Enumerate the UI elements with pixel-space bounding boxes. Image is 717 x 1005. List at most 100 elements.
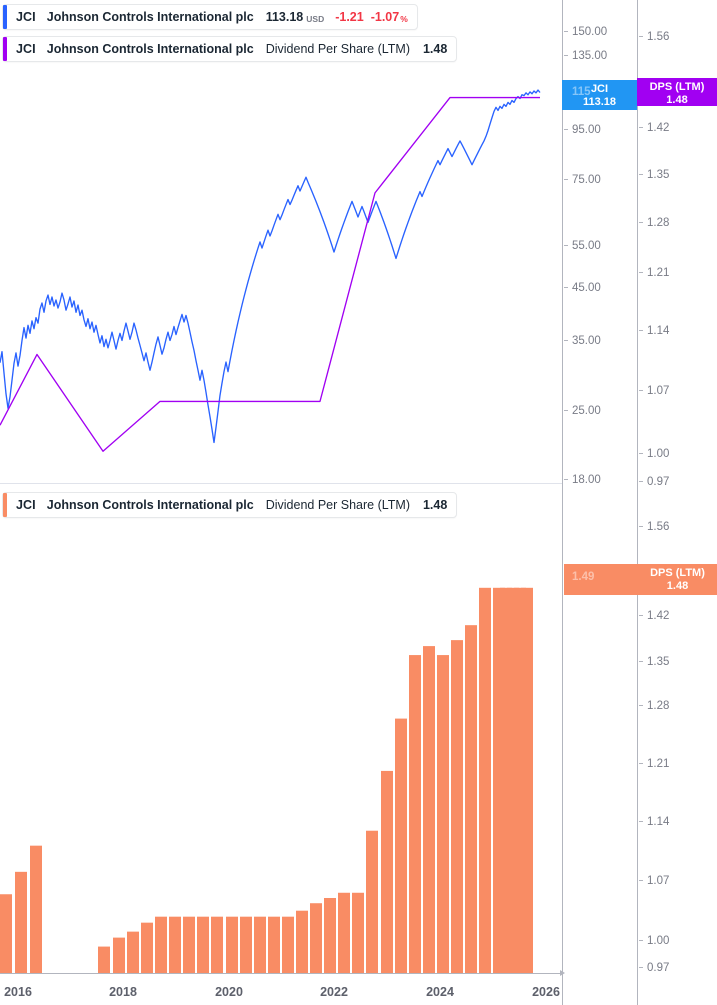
dps-bar[interactable] bbox=[296, 910, 308, 973]
dps-bar[interactable] bbox=[15, 871, 27, 973]
tick-dash bbox=[564, 340, 568, 341]
time-tick-label: 2020 bbox=[215, 985, 243, 999]
price-badge-ghost: 115 bbox=[572, 86, 591, 98]
dps-bar[interactable] bbox=[282, 916, 294, 973]
legend-price-last: 113.18 bbox=[265, 10, 304, 24]
dps-bar[interactable] bbox=[254, 916, 266, 973]
tick-dash bbox=[639, 174, 643, 175]
dps-bar[interactable] bbox=[338, 892, 350, 973]
tick-dash bbox=[564, 287, 568, 288]
tick-dash bbox=[639, 36, 643, 37]
dps-lower-badge-ghost: 1.49 bbox=[572, 571, 595, 583]
dps-bar[interactable] bbox=[0, 894, 12, 973]
dps-bar[interactable] bbox=[352, 892, 364, 973]
legend-dps-value: 1.48 bbox=[422, 498, 448, 512]
dps-bar[interactable] bbox=[268, 916, 280, 973]
dps-bar[interactable] bbox=[141, 922, 153, 973]
dps-bar[interactable] bbox=[381, 770, 393, 973]
dps-bar[interactable] bbox=[155, 916, 167, 973]
price-scale-axis-line bbox=[562, 0, 563, 1005]
dps-upper-badge-value: 1.48 bbox=[666, 94, 688, 107]
dps-bar[interactable] bbox=[409, 655, 421, 973]
dps-tick: 1.21 bbox=[639, 758, 669, 771]
dps-bar[interactable] bbox=[324, 897, 336, 973]
time-tick-label: 2022 bbox=[320, 985, 348, 999]
price-tick: 75.00 bbox=[564, 174, 601, 187]
dps-tick: 1.35 bbox=[639, 656, 669, 669]
dps-lower-badge-label: DPS (LTM) bbox=[650, 567, 705, 579]
legend-dividend-lower[interactable]: JCI Johnson Controls International plc D… bbox=[2, 492, 458, 518]
dps-bar[interactable] bbox=[366, 830, 378, 973]
dps-tick: 1.14 bbox=[639, 816, 669, 829]
dps-tick: 1.00 bbox=[639, 448, 669, 461]
dps-bar[interactable] bbox=[98, 946, 110, 973]
dps-tick: 1.56 bbox=[639, 521, 669, 534]
tick-dash bbox=[639, 526, 643, 527]
legend-price-series[interactable]: JCI Johnson Controls International plc 1… bbox=[2, 4, 418, 30]
dps-tick: 1.28 bbox=[639, 217, 669, 230]
price-tick: 18.00 bbox=[564, 474, 601, 487]
price-tick: 135.00 bbox=[564, 50, 607, 63]
dps-tick: 1.07 bbox=[639, 875, 669, 888]
time-axis[interactable]: 2016 2018 2020 2022 2024 2026 bbox=[0, 970, 565, 1005]
dps-bar[interactable] bbox=[521, 587, 533, 973]
tick-dash bbox=[639, 940, 643, 941]
legend-dividend-upper[interactable]: JCI Johnson Controls International plc D… bbox=[2, 36, 458, 62]
dps-bar[interactable] bbox=[226, 916, 238, 973]
tick-dash bbox=[564, 129, 568, 130]
time-axis-line bbox=[0, 973, 562, 974]
dps-bar-pane[interactable] bbox=[0, 484, 562, 973]
dps-bar[interactable] bbox=[310, 903, 322, 973]
dps-color-swatch bbox=[3, 493, 7, 517]
dps-tick: 1.07 bbox=[639, 385, 669, 398]
dps-bar-svg bbox=[0, 587, 533, 973]
dps-bar[interactable] bbox=[451, 640, 463, 973]
dps-tick: 1.35 bbox=[639, 169, 669, 182]
tick-dash bbox=[639, 880, 643, 881]
dps-bar[interactable] bbox=[240, 916, 252, 973]
dps-upper-current-badge[interactable]: DPS (LTM) 1.48 bbox=[637, 78, 717, 106]
price-tick: 150.00 bbox=[564, 26, 607, 39]
tick-dash bbox=[639, 821, 643, 822]
tick-dash bbox=[639, 127, 643, 128]
dps-bar[interactable] bbox=[183, 916, 195, 973]
dps-bar[interactable] bbox=[395, 718, 407, 973]
tick-dash bbox=[564, 410, 568, 411]
dps-bar[interactable] bbox=[423, 646, 435, 973]
dps-bar[interactable] bbox=[197, 916, 209, 973]
legend-price-ticker: JCI bbox=[16, 10, 36, 24]
dps-bar[interactable] bbox=[113, 937, 125, 973]
legend-dps-name: Johnson Controls International plc bbox=[46, 498, 254, 512]
percent-sign: % bbox=[400, 14, 408, 24]
price-badge-value: 113.18 bbox=[582, 96, 617, 109]
dps-bar[interactable] bbox=[127, 931, 139, 973]
dps-tick: 0.97 bbox=[639, 476, 669, 489]
dps-tick: 1.42 bbox=[639, 122, 669, 135]
dps-bars-group bbox=[0, 587, 533, 973]
legend-price-change: -1.21 bbox=[335, 10, 364, 24]
price-chart-svg bbox=[0, 89, 541, 452]
price-chart-pane[interactable] bbox=[0, 0, 562, 483]
dps-bar[interactable] bbox=[169, 916, 181, 973]
legend-div-ticker: JCI bbox=[16, 42, 36, 56]
dps-bar[interactable] bbox=[465, 625, 477, 973]
dps-bar[interactable] bbox=[30, 845, 42, 973]
tick-dash bbox=[639, 390, 643, 391]
dps-scale[interactable]: 1.56 1.42 1.35 1.28 1.21 1.14 1.07 1.00 0.97 1.56… bbox=[637, 0, 717, 1005]
dividend-line-series bbox=[0, 96, 540, 452]
price-current-badge[interactable]: 115 JCI 113.18 bbox=[562, 80, 637, 110]
dps-bar[interactable] bbox=[211, 916, 223, 973]
tick-dash bbox=[564, 479, 568, 480]
dps-bar[interactable] bbox=[479, 587, 491, 973]
dps-lower-current-badge[interactable]: 1.49 DPS (LTM) 1.48 bbox=[564, 564, 717, 595]
dps-scale-axis-line bbox=[637, 0, 638, 1005]
price-line-series bbox=[0, 89, 541, 444]
dps-bar[interactable] bbox=[437, 655, 449, 973]
time-axis-arrow-icon bbox=[560, 970, 565, 976]
time-tick-label: 2018 bbox=[109, 985, 137, 999]
dps-tick: 1.28 bbox=[639, 700, 669, 713]
price-scale[interactable]: 150.00 135.00 95.00 75.00 55.00 45.00 35.00 25.… bbox=[562, 0, 637, 1005]
pane-divider bbox=[0, 483, 562, 484]
tick-dash bbox=[639, 705, 643, 706]
